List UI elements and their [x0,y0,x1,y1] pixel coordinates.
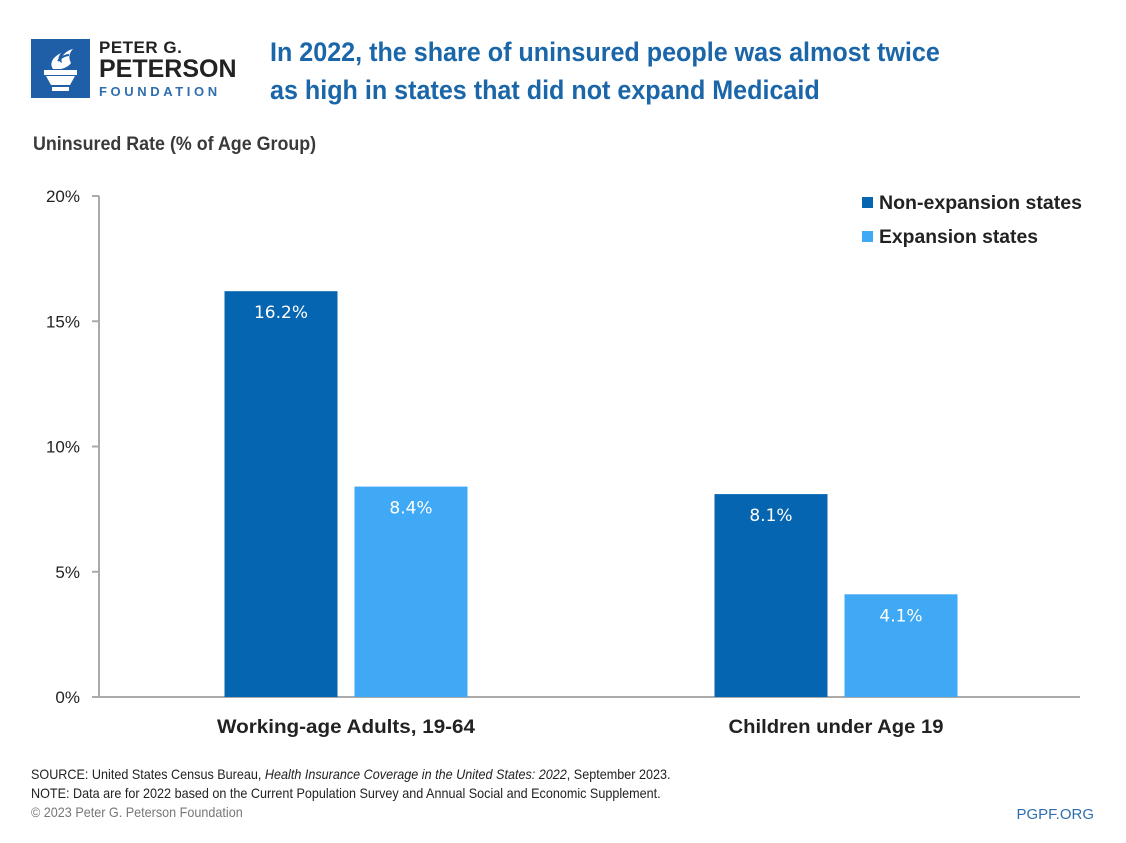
logo-wordmark: PETER G. PETERSON FOUNDATION [99,39,237,98]
data-note: NOTE: Data are for 2022 based on the Cur… [31,785,661,801]
y-tick-label: 10% [46,438,80,457]
y-axis-label: Uninsured Rate (% of Age Group) [33,134,317,155]
logo-mark [31,39,90,98]
bar-expansion [844,594,958,697]
chart-title: In 2022, the share of uninsured people w… [270,33,1042,109]
torch-icon [44,49,77,91]
chart-title-line-1: In 2022, the share of uninsured people w… [270,37,940,67]
copyright: © 2023 Peter G. Peterson Foundation [31,804,243,820]
legend-label: Non-expansion states [879,193,1082,214]
legend-swatch [862,231,873,242]
legend-swatch [862,197,873,208]
logo-line-2: PETERSON [99,55,237,83]
y-tick-label: 0% [55,688,80,707]
legend-label: Expansion states [879,227,1038,248]
x-category-label: Children under Age 19 [729,717,944,738]
bar-value-label: 8.4% [389,499,432,519]
footer-notes: SOURCE: United States Census Bureau, Hea… [31,765,670,822]
logo-line-3: FOUNDATION [99,84,221,99]
bar-value-label: 4.1% [879,606,922,626]
bar-value-label: 8.1% [749,506,792,526]
site-link[interactable]: PGPF.ORG [1016,806,1094,823]
y-tick-label: 20% [46,187,80,206]
y-tick-label: 5% [55,563,80,582]
bar-value-label: 16.2% [254,303,308,323]
chart-title-line-2: as high in states that did not expand Me… [270,75,820,105]
x-category-label: Working-age Adults, 19-64 [217,717,475,738]
bar-non-expansion [224,291,338,697]
y-tick-label: 15% [46,312,80,331]
bar-non-expansion [714,494,828,697]
source-note: SOURCE: United States Census Bureau, Hea… [31,766,671,782]
logo-line-1: PETER G. [99,38,183,57]
bar-expansion [354,486,468,697]
